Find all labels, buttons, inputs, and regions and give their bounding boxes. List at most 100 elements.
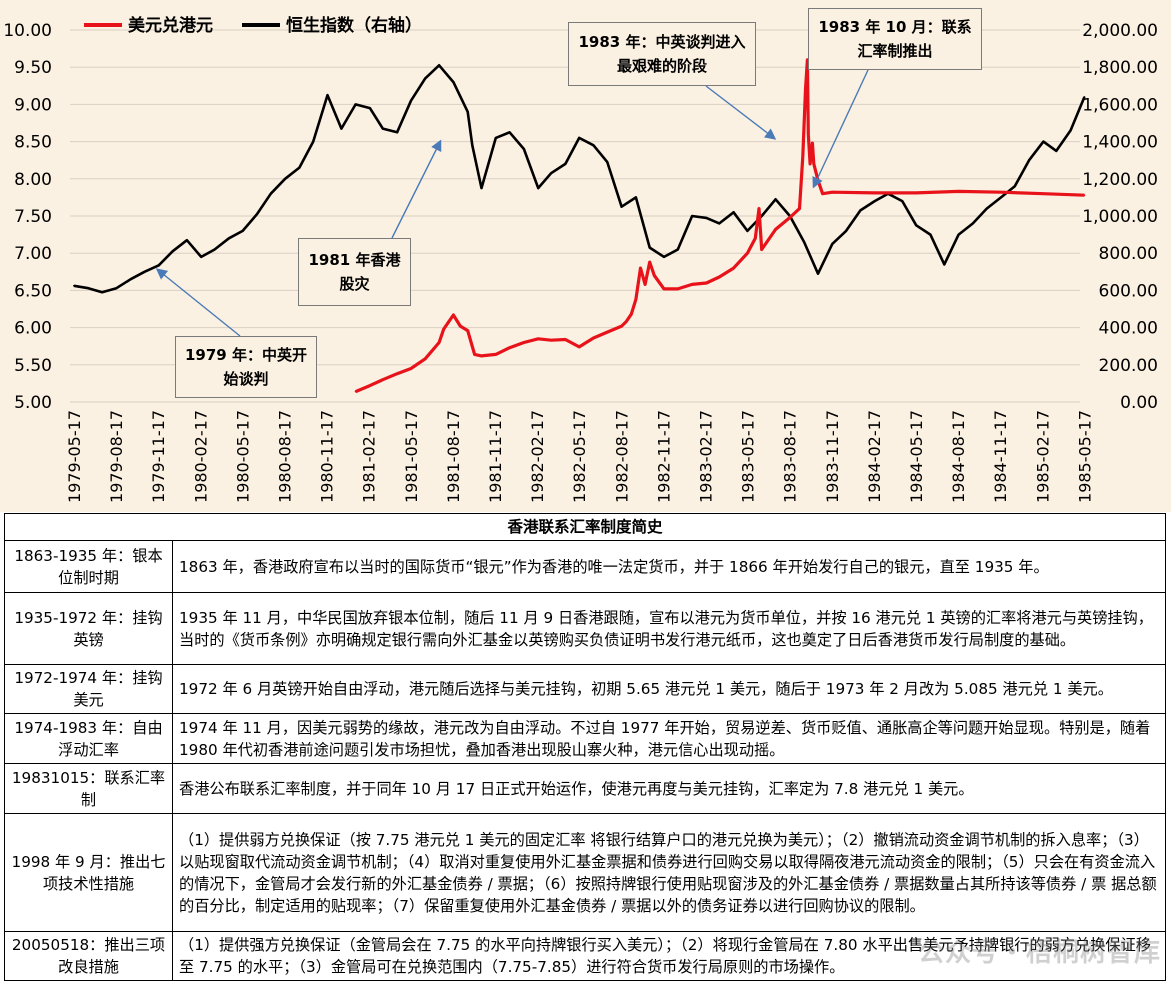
data-point-0 — [760, 248, 763, 251]
table-row: 1972-1974 年：挂钩美元 1972 年 6 月英镑开始自由浮动，港元随后… — [4, 664, 1166, 714]
data-point-1 — [901, 200, 904, 203]
data-point-1 — [298, 166, 301, 169]
data-point-1 — [550, 172, 552, 175]
series-line-1 — [73, 64, 1086, 294]
table-row: 20050518：推出三项改良措施 （1）提供强方兑换保证（金管局会在 7.75… — [4, 931, 1166, 981]
data-point-1 — [101, 291, 103, 294]
legend-label-hsi: 恒生指数（右轴） — [286, 15, 422, 36]
left-tick-label: 9.50 — [14, 58, 52, 78]
data-point-0 — [466, 329, 469, 332]
data-point-1 — [213, 248, 216, 251]
data-point-1 — [466, 110, 469, 113]
data-point-0 — [537, 337, 540, 340]
data-point-1 — [943, 263, 946, 266]
desc-cell: 1972 年 6 月英镑开始自由浮动，港元随后选择与美元挂钩，初期 5.65 港… — [172, 664, 1166, 714]
annotation-1983a-text: 1983 年：中英谈判进入最艰难的阶段 — [578, 33, 746, 75]
left-tick-label: 5.50 — [14, 356, 52, 376]
data-point-1 — [1013, 185, 1016, 188]
table-title: 香港联系汇率制度简史 — [4, 513, 1166, 541]
right-tick-label: 1,800.00 — [1082, 58, 1158, 78]
legend-label-usdhkd: 美元兑港元 — [128, 15, 213, 36]
x-tick-label: 1982-08-17 — [612, 410, 631, 503]
data-point-1 — [817, 272, 819, 275]
data-point-1 — [523, 148, 525, 150]
left-tick-label: 10.00 — [3, 21, 52, 41]
table-row: 1935-1972 年：挂钩英镑 1935 年 11 月，中华民国放弃银本位制，… — [4, 592, 1166, 665]
right-tick-label: 2,000.00 — [1082, 21, 1158, 41]
right-tick-label: 1,000.00 — [1082, 207, 1158, 227]
arrow-1981 — [391, 139, 442, 239]
data-point-1 — [845, 230, 847, 232]
right-tick-label: 600.00 — [1099, 281, 1158, 301]
data-point-1 — [718, 222, 721, 225]
data-point-1 — [972, 222, 974, 225]
history-table-wrap: 香港联系汇率制度简史 1863-1935 年：银本位制时期 1863 年，香港政… — [4, 513, 1166, 981]
dual-axis-line-chart: 5.00 5.50 6.00 6.50 7.00 7.50 8.00 8.50 9.00 9.50… — [3, 15, 1158, 503]
data-point-1 — [620, 205, 623, 208]
x-tick-label: 1983-02-17 — [697, 410, 716, 503]
period-cell: 1935-1972 年：挂钩英镑 — [4, 592, 173, 665]
data-point-1 — [746, 230, 749, 232]
right-tick-label: 1,400.00 — [1082, 133, 1158, 153]
data-point-0 — [442, 328, 445, 330]
data-point-0 — [789, 216, 791, 219]
data-point-0 — [438, 341, 440, 344]
period-cell: 19831015：联系汇率制 — [4, 763, 173, 814]
data-point-1 — [171, 250, 174, 253]
x-tick-label: 1979-05-17 — [65, 410, 84, 503]
data-point-1 — [186, 239, 188, 242]
right-tick-label: 1,600.00 — [1082, 95, 1158, 115]
right-tick-label: 400.00 — [1099, 319, 1158, 339]
annotation-1979: 1979 年：中英开始谈判 — [175, 336, 317, 398]
data-point-0 — [718, 276, 721, 278]
data-point-0 — [473, 353, 476, 356]
x-tick-label: 1980-08-17 — [276, 410, 295, 503]
x-tick-label: 1979-11-17 — [149, 410, 168, 503]
data-point-1 — [635, 196, 637, 199]
data-point-1 — [312, 140, 315, 143]
data-point-1 — [73, 284, 75, 287]
data-point-0 — [957, 190, 960, 193]
data-point-1 — [129, 278, 132, 281]
data-point-1 — [284, 177, 286, 180]
data-point-0 — [1042, 192, 1045, 195]
data-point-0 — [732, 267, 735, 269]
left-tick-label: 5.00 — [14, 393, 52, 413]
annotation-1983a: 1983 年：中英谈判进入最艰难的阶段 — [568, 22, 756, 86]
data-point-0 — [676, 288, 679, 290]
x-tick-label: 1985-05-17 — [1075, 410, 1094, 503]
data-point-1 — [115, 287, 118, 290]
series-layer — [73, 58, 1086, 394]
table-row: 1863-1935 年：银本位制时期 1863 年，香港政府宣布以当时的国际货币… — [4, 540, 1166, 593]
data-point-1 — [241, 230, 244, 232]
data-point-0 — [811, 142, 814, 145]
data-point-1 — [915, 224, 918, 227]
data-point-0 — [1000, 191, 1002, 194]
data-point-1 — [1000, 196, 1002, 199]
table-row: 1998 年 9 月：推出七项技术性措施 （1）提供弱方兑换保证（按 7.75 … — [4, 813, 1166, 932]
data-point-0 — [523, 341, 525, 344]
data-point-0 — [396, 372, 398, 375]
x-tick-label: 1984-05-17 — [907, 410, 926, 503]
data-point-1 — [256, 213, 258, 216]
data-point-1 — [494, 137, 497, 139]
data-point-0 — [480, 355, 483, 357]
data-point-0 — [354, 390, 357, 393]
data-point-1 — [929, 233, 932, 236]
arrow-1983a — [705, 85, 777, 140]
annotation-1981-text: 1981 年香港股灾 — [308, 251, 401, 293]
right-tick-label: 0.00 — [1120, 393, 1158, 413]
annotation-1983b-text: 1983 年 10 月：联系汇率制推出 — [818, 18, 972, 60]
data-point-1 — [648, 246, 651, 249]
data-point-0 — [620, 325, 623, 327]
x-tick-label: 1983-08-17 — [781, 410, 800, 503]
data-point-0 — [758, 207, 760, 210]
table-row: 1974-1983 年：自由浮动汇率 1974 年 11 月，因美元弱势的缘故，… — [4, 713, 1166, 764]
left-tick-label: 9.00 — [14, 95, 52, 115]
data-point-0 — [459, 325, 462, 327]
x-tick-label: 1982-02-17 — [528, 410, 547, 503]
data-point-1 — [957, 233, 960, 236]
data-point-1 — [859, 209, 862, 212]
data-point-1 — [480, 187, 483, 190]
data-point-0 — [831, 191, 834, 194]
